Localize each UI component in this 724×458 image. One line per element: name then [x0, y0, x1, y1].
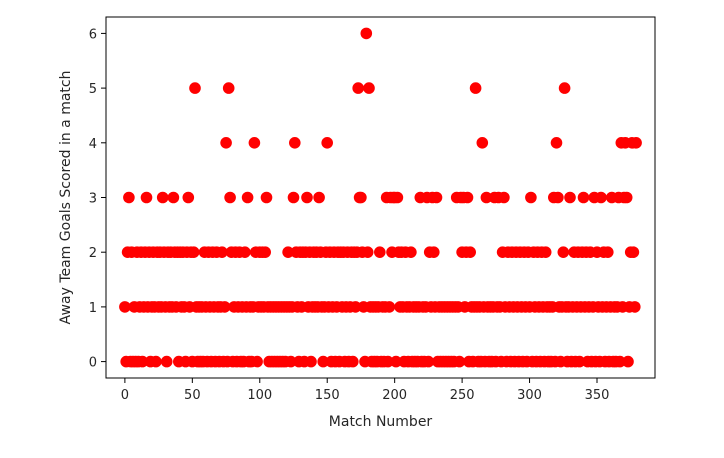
data-point	[539, 246, 552, 258]
y-tick-label: 6	[89, 27, 97, 42]
x-tick-label: 50	[184, 388, 201, 403]
y-tick-label: 1	[89, 301, 97, 316]
data-point	[390, 355, 402, 368]
x-tick-label: 100	[247, 388, 272, 403]
data-point	[301, 191, 313, 204]
data-point	[321, 137, 334, 149]
data-point	[550, 137, 563, 149]
data-point	[622, 355, 634, 368]
y-axis-ticks: 0 1 2 3 4 5 6	[89, 27, 106, 371]
data-point	[160, 355, 173, 368]
data-point	[317, 355, 330, 368]
data-point	[239, 246, 251, 258]
y-tick-label: 4	[89, 137, 97, 152]
data-points	[119, 27, 642, 368]
data-point	[476, 137, 489, 149]
x-axis-label: Match Number	[329, 414, 433, 430]
data-point	[241, 191, 254, 204]
data-point	[156, 191, 169, 204]
data-point	[150, 355, 162, 368]
y-tick-label: 0	[89, 356, 97, 371]
data-point	[627, 246, 640, 258]
y-axis-label: Away Team Goals Scored in a match	[58, 71, 74, 325]
x-tick-label: 150	[315, 388, 340, 403]
x-tick-label: 250	[450, 388, 475, 403]
data-point	[136, 355, 149, 368]
data-point	[287, 191, 300, 204]
data-point	[595, 191, 607, 204]
data-point	[189, 82, 201, 94]
y-tick-label: 5	[89, 82, 97, 97]
data-point	[289, 137, 301, 149]
data-point	[352, 82, 365, 94]
data-point	[614, 355, 626, 368]
data-point	[140, 191, 153, 204]
data-point	[461, 191, 474, 204]
data-point	[259, 246, 272, 258]
data-point	[564, 191, 576, 204]
data-point	[251, 355, 263, 368]
data-point	[577, 191, 590, 204]
y-tick-label: 2	[89, 246, 97, 261]
data-point	[360, 27, 373, 40]
data-point	[282, 246, 294, 258]
data-point	[260, 191, 273, 204]
data-point	[220, 137, 232, 149]
data-point	[453, 355, 466, 368]
x-tick-label: 0	[121, 388, 129, 403]
x-tick-label: 200	[382, 388, 407, 403]
data-point	[167, 191, 180, 204]
data-point	[222, 82, 235, 94]
y-tick-label: 3	[89, 192, 97, 207]
data-point	[602, 246, 614, 258]
data-point	[187, 246, 200, 258]
x-tick-label: 350	[585, 388, 610, 403]
data-point	[525, 191, 537, 204]
data-point	[428, 246, 440, 258]
data-point	[382, 355, 394, 368]
data-point	[480, 191, 493, 204]
data-point	[224, 191, 236, 204]
data-point	[629, 301, 641, 313]
x-axis-ticks: 0 50 100 150 200 250 300 350	[121, 378, 610, 403]
data-point	[347, 355, 359, 368]
data-point	[248, 137, 261, 149]
data-point	[123, 191, 135, 204]
data-point	[620, 191, 633, 204]
data-point	[558, 82, 571, 94]
data-point	[305, 355, 317, 368]
data-point	[218, 301, 231, 313]
data-point	[182, 191, 195, 204]
data-point	[469, 82, 482, 94]
data-point	[361, 246, 374, 258]
data-point	[374, 246, 386, 258]
data-point	[630, 137, 642, 149]
data-point	[573, 355, 586, 368]
data-point	[498, 191, 510, 204]
data-point	[313, 191, 325, 204]
data-point	[552, 191, 564, 204]
data-point	[349, 301, 362, 313]
data-point	[355, 191, 367, 204]
data-point	[363, 82, 375, 94]
data-point	[430, 191, 443, 204]
data-point	[391, 191, 404, 204]
data-point	[119, 301, 131, 313]
data-point	[216, 246, 228, 258]
data-point	[383, 301, 396, 313]
data-point	[405, 246, 417, 258]
x-tick-label: 300	[517, 388, 542, 403]
data-point	[557, 246, 570, 258]
data-point	[464, 246, 477, 258]
data-point	[285, 355, 297, 368]
data-point	[422, 355, 435, 368]
